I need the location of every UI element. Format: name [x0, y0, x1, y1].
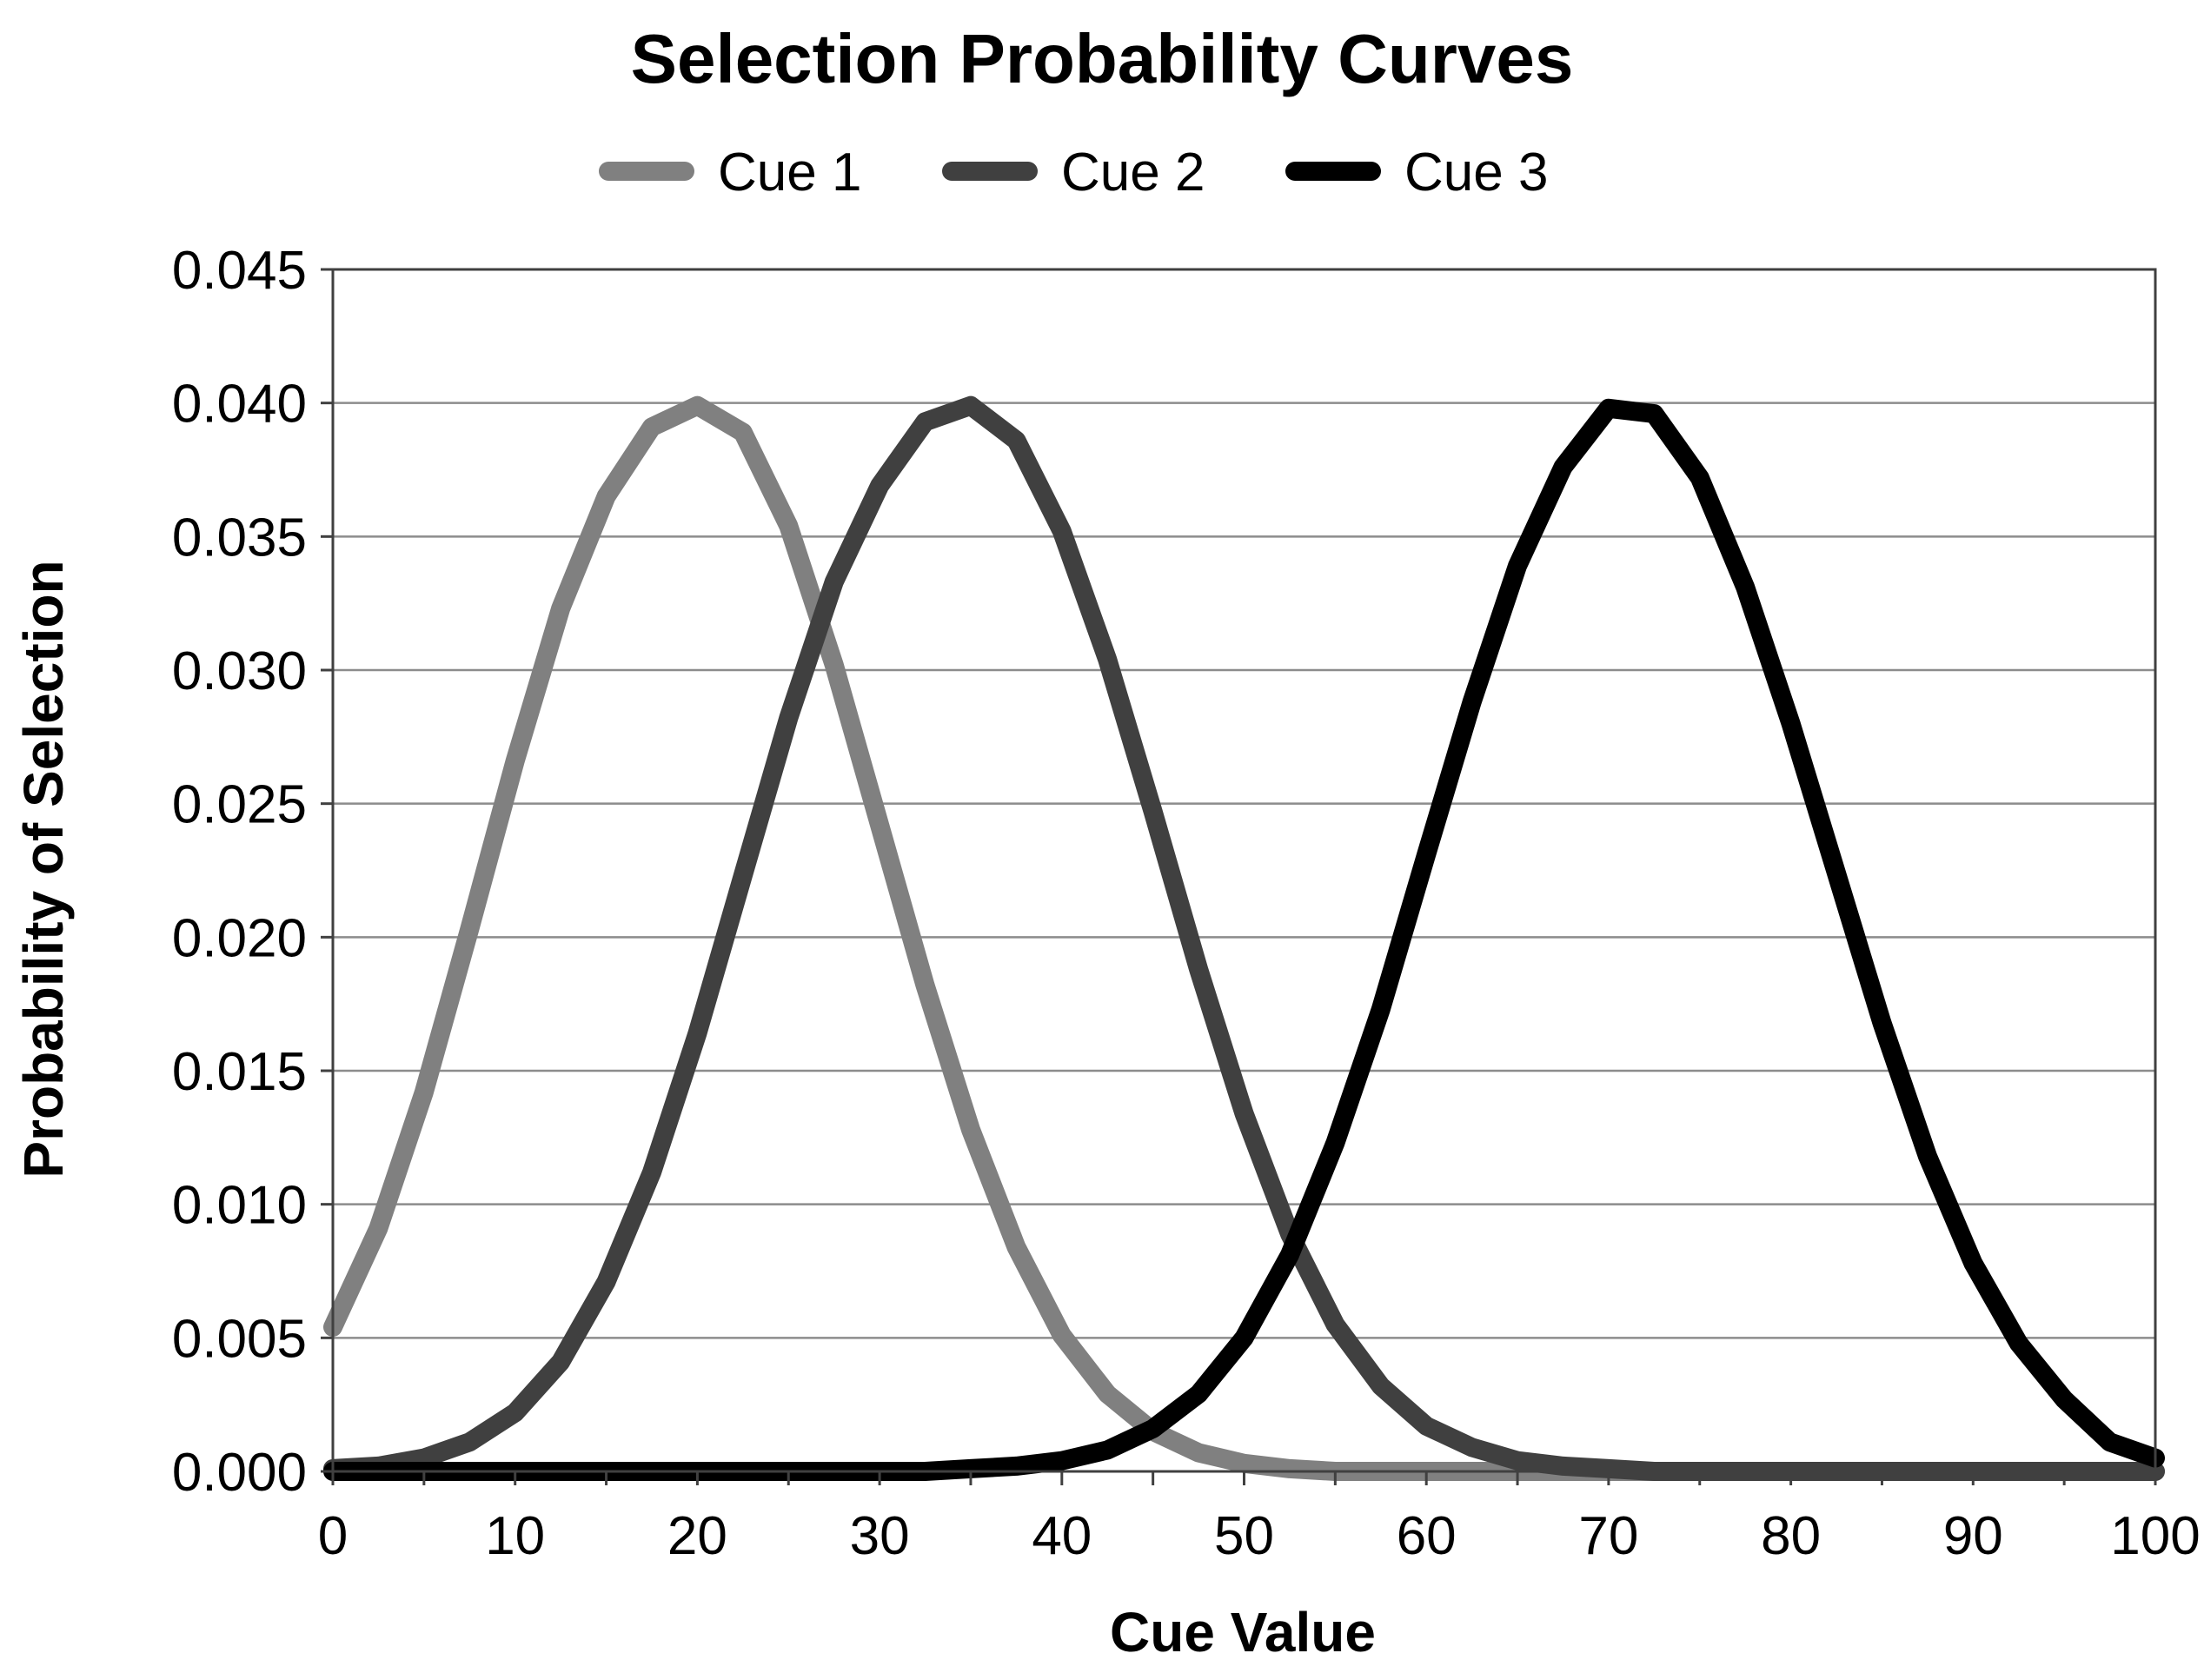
series-line-cue-3 — [323, 398, 2165, 1481]
y-axis-title: Probability of Selection — [12, 560, 75, 1178]
x-tick-label-8: 80 — [1761, 1506, 1821, 1566]
x-tick-label-3: 30 — [850, 1506, 910, 1566]
legend-item-cue-2: Cue 2 — [942, 143, 1205, 203]
x-tick-labels: 0 10 20 30 40 50 60 70 80 90 100 — [318, 1471, 2201, 1566]
legend-item-cue-1: Cue 1 — [599, 143, 861, 203]
y-tick-label-8: 0.040 — [172, 375, 307, 435]
y-tick-label-1: 0.005 — [172, 1309, 307, 1369]
x-tick-label-2: 20 — [667, 1506, 727, 1566]
y-tick-label-4: 0.020 — [172, 908, 307, 968]
x-tick-label-7: 70 — [1578, 1506, 1638, 1566]
legend-item-cue-3: Cue 3 — [1285, 143, 1548, 203]
y-tick-label-9: 0.045 — [172, 241, 307, 301]
series-layer — [323, 395, 2165, 1481]
legend: Cue 1 Cue 2 Cue 3 — [599, 143, 1548, 203]
y-tick-label-3: 0.015 — [172, 1042, 307, 1102]
x-tick-label-6: 60 — [1397, 1506, 1457, 1566]
x-tick-label-5: 50 — [1214, 1506, 1274, 1566]
y-tick-labels: 0.000 0.005 0.010 0.015 0.020 0.025 0.030 0.035… — [172, 241, 333, 1503]
y-tick-label-7: 0.035 — [172, 508, 307, 568]
x-tick-label-9: 90 — [1943, 1506, 2003, 1566]
x-tick-label-0: 0 — [318, 1506, 348, 1566]
x-tick-label-4: 40 — [1032, 1506, 1092, 1566]
series-line-cue-1 — [323, 395, 2165, 1481]
legend-label-cue-2: Cue 2 — [1061, 143, 1205, 203]
legend-label-cue-3: Cue 3 — [1404, 143, 1548, 203]
y-tick-label-0: 0.000 — [172, 1443, 307, 1503]
chart-title: Selection Probability Curves — [631, 20, 1574, 97]
x-axis-title: Cue Value — [1110, 1601, 1376, 1663]
legend-label-cue-1: Cue 1 — [718, 143, 861, 203]
y-tick-label-2: 0.010 — [172, 1176, 307, 1236]
x-tick-label-1: 10 — [485, 1506, 545, 1566]
y-tick-label-5: 0.025 — [172, 775, 307, 835]
y-tick-label-6: 0.030 — [172, 641, 307, 701]
x-tick-label-10: 100 — [2110, 1506, 2200, 1566]
series-line-cue-2 — [323, 395, 2165, 1481]
